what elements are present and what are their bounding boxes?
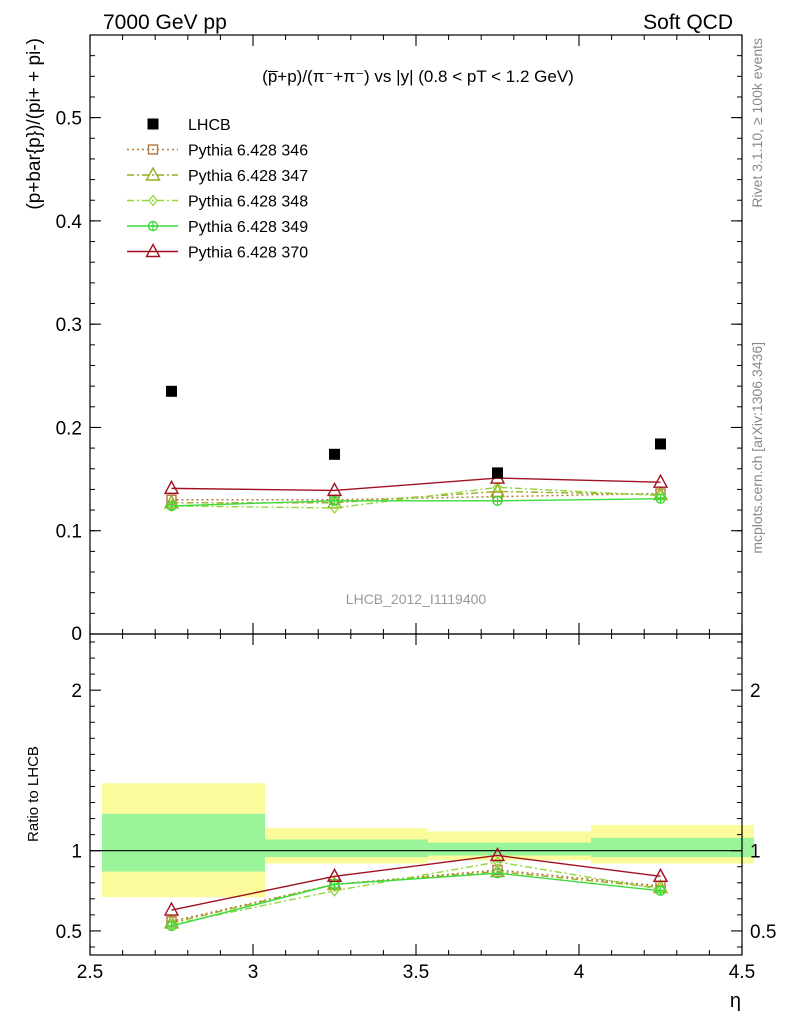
legend-item: Pythia 6.428 346 <box>127 143 308 160</box>
ratio-y-tick-label: 2 <box>71 681 82 702</box>
ratio-series-line <box>171 872 661 927</box>
main-data-point <box>163 479 180 495</box>
mcplots-label: mcplots.cern.ch [arXiv:1306.3436] <box>749 342 765 554</box>
main-data-point <box>655 493 666 504</box>
main-y-tick-label: 0.1 <box>56 522 82 543</box>
legend: LHCB Pythia 6.428 346 Pythia 6.428 347 Pyth… <box>127 117 308 262</box>
main-y-axis-label: (p+bar{p})/(pi+ + pi-) <box>24 38 45 210</box>
ratio-series-line <box>171 854 661 911</box>
ratio-stat-band <box>591 837 754 858</box>
main-data-point <box>326 481 343 497</box>
main-data-point <box>492 495 503 506</box>
ratio-data-point <box>326 867 343 883</box>
x-tick-label: 4 <box>574 962 585 983</box>
main-data-point <box>326 494 343 509</box>
legend-label: Pythia 6.428 346 <box>188 143 308 160</box>
main-data-point <box>329 495 340 506</box>
main-data-point <box>166 385 177 397</box>
main-series-line <box>171 492 661 501</box>
main-data-point <box>329 448 340 460</box>
ratio-y-tick-label-right: 2 <box>750 681 761 702</box>
main-series-pythia-6-428-349 <box>166 493 666 512</box>
ratio-data-point <box>492 867 503 879</box>
watermark-label: LHCB_2012_I1119400 <box>346 591 487 607</box>
legend-marker <box>147 118 159 130</box>
legend-item: Pythia 6.428 349 <box>127 219 308 236</box>
legend-label: LHCB <box>188 117 231 134</box>
ratio-y-tick-label-right: 0.5 <box>750 922 776 943</box>
labels: 7000 GeV pp Soft QCD (p̅+p)/(π⁻+π⁻) vs |… <box>24 11 765 1012</box>
x-tick-label: 2.5 <box>77 962 103 983</box>
legend-item: Pythia 6.428 370 <box>127 243 308 262</box>
main-data-point <box>492 467 503 479</box>
plot-title: (p̅+p)/(π⁻+π⁻) vs |y| (0.8 < pT < 1.2 Ge… <box>262 67 574 86</box>
main-series-line <box>171 477 661 492</box>
ratio-data-point <box>655 885 666 896</box>
ratio-y-tick-label: 1 <box>71 842 82 863</box>
ratio-y-tick-label-right: 1 <box>750 842 761 863</box>
ratio-panel: 0.5 0.5 1 1 2 2 2.5 3 3.5 4 4.5 <box>56 633 776 983</box>
main-data-point <box>166 500 177 512</box>
ratio-data-point <box>329 884 340 897</box>
main-data-point <box>492 481 503 494</box>
ratio-y-axis-label: Ratio to LHCB <box>25 746 42 842</box>
main-series-lhcb <box>166 385 666 479</box>
legend-marker <box>147 144 159 155</box>
ratio-stat-band <box>102 813 265 872</box>
legend-marker <box>145 243 161 258</box>
legend-label: Pythia 6.428 347 <box>188 168 308 185</box>
main-series-line <box>171 498 661 507</box>
rivet-label: Rivet 3.1.10, ≥ 100k events <box>749 38 765 208</box>
ratio-data-point <box>163 901 180 916</box>
legend-marker <box>147 220 159 232</box>
main-series-pythia-6-428-348 <box>166 481 666 515</box>
main-panel: 0.1 0.2 0.3 0.4 0.5 0 <box>56 34 743 645</box>
main-data-point <box>655 438 666 450</box>
main-y-tick-label: 0.4 <box>56 212 83 233</box>
ratio-series-pythia-6-428-370 <box>163 847 669 916</box>
ratio-y-tick-label: 0.5 <box>56 922 82 943</box>
ratio-series-pythia-6-428-349 <box>166 867 666 932</box>
ratio-stat-band <box>265 839 428 858</box>
x-tick-label: 3 <box>248 962 259 983</box>
main-data-point <box>652 473 669 488</box>
legend-label: Pythia 6.428 370 <box>188 245 308 262</box>
legend-label: Pythia 6.428 349 <box>188 219 308 236</box>
ratio-data-point <box>652 867 669 883</box>
main-series-line <box>171 486 661 509</box>
ratio-stat-band <box>428 842 591 856</box>
x-tick-label: 4.5 <box>729 962 755 983</box>
legend-marker <box>148 194 158 207</box>
ratio-data-point <box>489 847 506 862</box>
main-y-tick-label: 0.2 <box>56 418 82 439</box>
x-tick-label: 3.5 <box>403 962 429 983</box>
main-y-tick-label: 0.5 <box>56 109 82 130</box>
x-axis-label: η <box>730 990 741 1012</box>
header-left-label: 7000 GeV pp <box>103 11 227 34</box>
legend-label: Pythia 6.428 348 <box>188 194 308 211</box>
legend-item: Pythia 6.428 347 <box>127 166 308 185</box>
legend-item: LHCB <box>147 117 231 134</box>
legend-item: Pythia 6.428 348 <box>127 194 308 211</box>
header-right-label: Soft QCD <box>643 11 733 34</box>
main-data-point <box>329 501 340 515</box>
ratio-data-point <box>166 920 177 932</box>
legend-marker <box>145 166 161 181</box>
main-y-tick-label-zero: 0 <box>71 624 82 645</box>
main-y-tick-label: 0.3 <box>56 315 82 336</box>
